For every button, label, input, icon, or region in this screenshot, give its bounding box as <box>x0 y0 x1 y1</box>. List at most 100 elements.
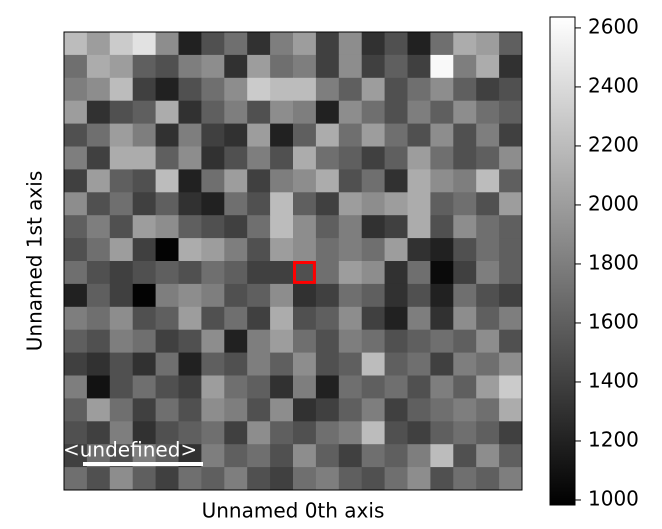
heatmap-cell <box>247 32 270 55</box>
colorbar-tick-label: 1600 <box>588 309 639 333</box>
heatmap-cell <box>87 330 110 353</box>
colorbar <box>550 17 575 505</box>
heatmap-cell <box>476 398 499 421</box>
heatmap-cell <box>408 421 431 444</box>
heatmap-cell <box>430 124 453 147</box>
heatmap-cell <box>293 32 316 55</box>
heatmap-cell <box>201 101 224 124</box>
heatmap-cell <box>293 55 316 78</box>
heatmap-cell <box>110 55 133 78</box>
heatmap-cell <box>499 307 522 330</box>
heatmap-cell <box>224 261 247 284</box>
heatmap-cell <box>156 284 179 307</box>
heatmap-cell <box>430 444 453 467</box>
heatmap-cell <box>179 55 202 78</box>
heatmap-cell <box>87 215 110 238</box>
heatmap-cell <box>362 32 385 55</box>
heatmap-cell <box>201 32 224 55</box>
heatmap-cell <box>270 467 293 490</box>
heatmap-cell <box>453 32 476 55</box>
heatmap-cell <box>87 124 110 147</box>
heatmap-cell <box>224 124 247 147</box>
heatmap-cell <box>201 284 224 307</box>
heatmap-cell <box>133 101 156 124</box>
heatmap-cell <box>339 467 362 490</box>
heatmap-cell <box>499 284 522 307</box>
heatmap-cell <box>339 192 362 215</box>
heatmap-cell <box>453 124 476 147</box>
heatmap-cell <box>362 78 385 101</box>
heatmap-cell <box>293 147 316 170</box>
heatmap-cell <box>270 32 293 55</box>
heatmap-cell <box>179 467 202 490</box>
heatmap-cell <box>201 467 224 490</box>
heatmap-cell <box>499 353 522 376</box>
heatmap-cell <box>499 215 522 238</box>
heatmap-cell <box>293 467 316 490</box>
heatmap-cell <box>362 147 385 170</box>
heatmap-cell <box>133 215 156 238</box>
heatmap-cell <box>87 307 110 330</box>
heatmap-cell <box>133 55 156 78</box>
heatmap-cell <box>499 32 522 55</box>
heatmap-cell <box>385 101 408 124</box>
heatmap-cell <box>133 353 156 376</box>
heatmap-cell <box>362 444 385 467</box>
heatmap-cell <box>408 32 431 55</box>
heatmap-cell <box>408 261 431 284</box>
heatmap-cell <box>293 421 316 444</box>
heatmap-cell <box>293 78 316 101</box>
heatmap-cell <box>270 192 293 215</box>
heatmap-cell <box>453 147 476 170</box>
heatmap-cell <box>339 32 362 55</box>
heatmap-cell <box>385 192 408 215</box>
heatmap-cell <box>87 376 110 399</box>
heatmap-cell <box>224 330 247 353</box>
heatmap-cell <box>133 192 156 215</box>
heatmap-cell <box>339 398 362 421</box>
heatmap-cell <box>179 330 202 353</box>
heatmap-cell <box>476 192 499 215</box>
heatmap-cell <box>133 124 156 147</box>
heatmap-cell <box>270 55 293 78</box>
heatmap-cell <box>339 353 362 376</box>
heatmap-cell <box>430 101 453 124</box>
heatmap-cell <box>179 101 202 124</box>
heatmap-cell <box>408 376 431 399</box>
colorbar-tick-label: 2200 <box>588 132 639 156</box>
heatmap-cell <box>133 261 156 284</box>
heatmap-cell <box>247 398 270 421</box>
heatmap-cell <box>179 353 202 376</box>
heatmap-cell <box>270 215 293 238</box>
heatmap-cell <box>408 101 431 124</box>
heatmap-cell <box>453 192 476 215</box>
heatmap-cell <box>201 376 224 399</box>
heatmap-cell <box>476 124 499 147</box>
heatmap-cell <box>87 261 110 284</box>
heatmap-cell <box>270 376 293 399</box>
heatmap-cell <box>110 192 133 215</box>
heatmap-cell <box>64 55 87 78</box>
page: {"chart_data": {"type": "heatmap", "xlab… <box>0 0 662 529</box>
colorbar-tick-label: 1000 <box>588 486 639 510</box>
heatmap-cell <box>201 421 224 444</box>
heatmap-cell <box>362 124 385 147</box>
heatmap-cell <box>339 444 362 467</box>
heatmap-cell <box>224 284 247 307</box>
heatmap-cell <box>408 467 431 490</box>
heatmap-cell <box>64 353 87 376</box>
heatmap-cell <box>201 444 224 467</box>
heatmap-cell <box>385 307 408 330</box>
heatmap-cell <box>362 421 385 444</box>
heatmap-cell <box>156 330 179 353</box>
heatmap-cell <box>110 307 133 330</box>
heatmap-cell <box>64 238 87 261</box>
heatmap-cell <box>270 261 293 284</box>
heatmap-cell <box>453 169 476 192</box>
heatmap-cell <box>270 284 293 307</box>
heatmap-cell <box>156 398 179 421</box>
heatmap-cell <box>339 307 362 330</box>
heatmap-cell <box>270 353 293 376</box>
heatmap-cell <box>201 147 224 170</box>
heatmap-cell <box>339 78 362 101</box>
